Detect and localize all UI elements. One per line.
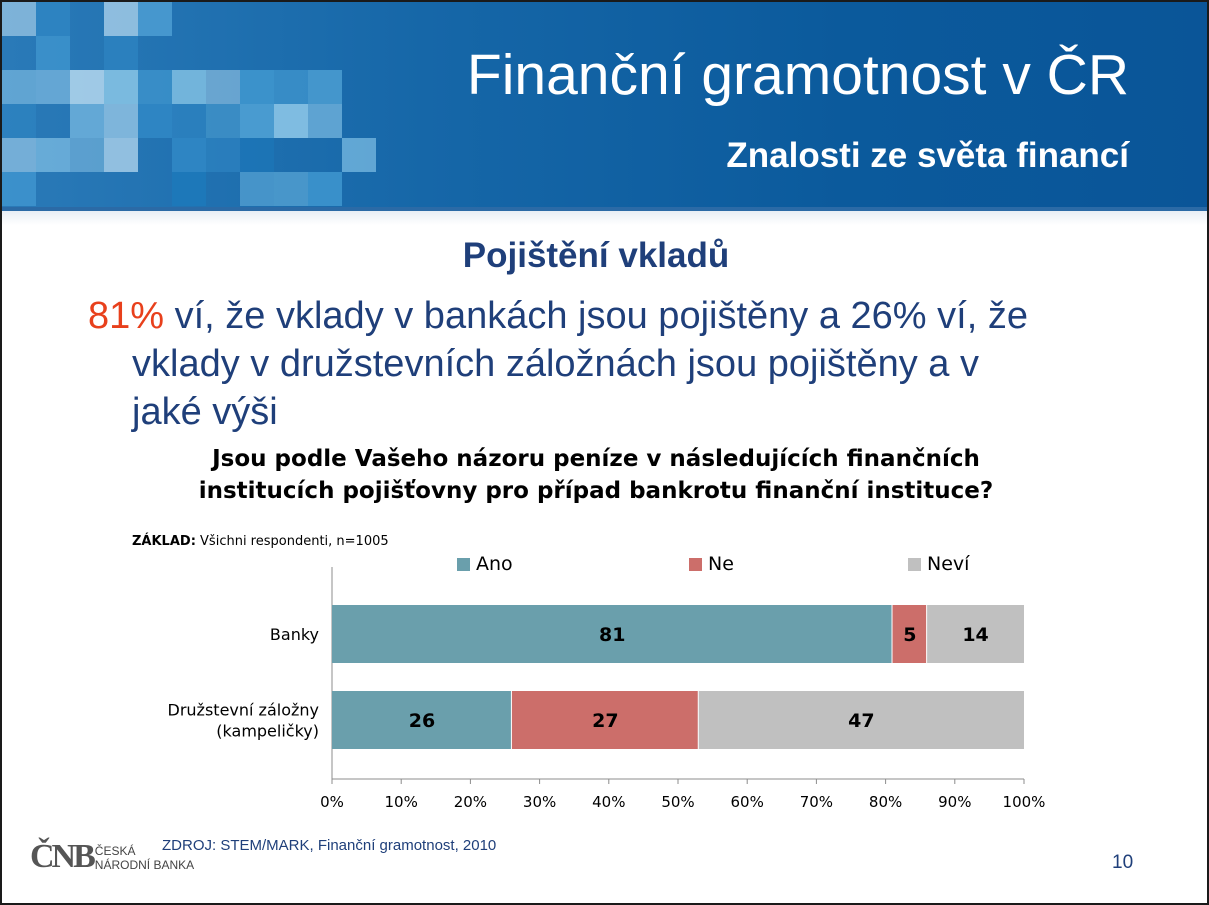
bar-segment bbox=[332, 605, 892, 663]
header-divider bbox=[2, 207, 1207, 211]
page-number: 10 bbox=[1112, 852, 1134, 873]
lead-line1: ví, že vklady v bankách jsou pojištěny a… bbox=[164, 295, 1028, 337]
slide-title: Finanční gramotnost v ČR bbox=[466, 43, 1129, 107]
bar-segment bbox=[927, 605, 1024, 663]
mosaic-tile bbox=[2, 70, 36, 104]
legend-item-nevi: Neví bbox=[908, 553, 969, 575]
header-shadow bbox=[2, 211, 1207, 225]
bar-value-label: 5 bbox=[903, 624, 916, 646]
slide-subtitle: Znalosti ze světa financí bbox=[726, 136, 1129, 175]
mosaic-tile bbox=[206, 70, 240, 104]
legend-label-nevi: Neví bbox=[927, 553, 970, 575]
bar-value-label: 81 bbox=[599, 624, 625, 646]
mosaic-tile bbox=[36, 2, 70, 36]
mosaic-tile bbox=[104, 138, 138, 172]
base-note: ZÁKLAD: Všichni respondenti, n=1005 bbox=[132, 534, 389, 549]
mosaic-tile bbox=[172, 104, 206, 138]
bar-segment bbox=[892, 605, 927, 663]
mosaic-tile bbox=[172, 138, 206, 172]
mosaic-tile bbox=[308, 172, 342, 206]
category-label: (kampeličky) bbox=[216, 722, 319, 741]
category-label: Banky bbox=[270, 625, 319, 644]
x-tick-label: 80% bbox=[869, 793, 902, 811]
survey-question-line1: Jsou podle Vašeho názoru peníze v násled… bbox=[212, 446, 980, 472]
mosaic-tile bbox=[308, 70, 342, 104]
mosaic-tile bbox=[240, 104, 274, 138]
mosaic-tile bbox=[240, 138, 274, 172]
mosaic-tile bbox=[240, 172, 274, 206]
mosaic-tile bbox=[172, 70, 206, 104]
mosaic-tile bbox=[104, 2, 138, 36]
mosaic-tile bbox=[240, 70, 274, 104]
survey-question-line2: institucích pojišťovny pro případ bankro… bbox=[198, 478, 994, 504]
x-tick-label: 70% bbox=[800, 793, 833, 811]
mosaic-tile bbox=[342, 138, 376, 172]
mosaic-tile bbox=[2, 2, 36, 36]
bar-value-label: 26 bbox=[409, 710, 435, 732]
mosaic-tile bbox=[70, 70, 104, 104]
cnb-logo: ČNB ČESKÁ NÁRODNÍ BANKA bbox=[30, 840, 194, 874]
mosaic-tile bbox=[70, 104, 104, 138]
legend-label-ano: Ano bbox=[476, 553, 513, 575]
base-label: ZÁKLAD: bbox=[132, 534, 196, 549]
lead-text: 81% ví, že vklady v bankách jsou pojiště… bbox=[88, 292, 1128, 436]
mosaic-tile bbox=[104, 70, 138, 104]
x-tick-label: 90% bbox=[938, 793, 971, 811]
bar-value-label: 47 bbox=[848, 710, 874, 732]
mosaic-tile bbox=[274, 104, 308, 138]
legend-item-ano: Ano bbox=[457, 553, 513, 575]
mosaic-tile bbox=[138, 104, 172, 138]
bar-value-label: 14 bbox=[962, 624, 988, 646]
cnb-logo-mark: ČNB bbox=[30, 838, 96, 875]
mosaic-tile bbox=[104, 36, 138, 70]
legend-swatch-ne bbox=[689, 557, 702, 571]
x-tick-label: 100% bbox=[1003, 793, 1046, 811]
section-title: Pojištění vkladů bbox=[462, 236, 730, 275]
lead-highlight: 81% bbox=[88, 295, 165, 337]
mosaic-tile bbox=[36, 138, 70, 172]
lead-line3: jaké výši bbox=[132, 391, 278, 433]
mosaic-tile bbox=[308, 104, 342, 138]
mosaic-tile bbox=[274, 70, 308, 104]
cnb-logo-line1: ČESKÁ bbox=[94, 844, 136, 858]
mosaic-tile bbox=[206, 104, 240, 138]
mosaic-tile bbox=[206, 138, 240, 172]
bar-segment bbox=[332, 691, 511, 749]
mosaic-tile bbox=[104, 104, 138, 138]
mosaic-tile bbox=[274, 172, 308, 206]
legend-swatch-ano bbox=[457, 557, 470, 571]
mosaic-tile bbox=[138, 70, 172, 104]
x-tick-label: 20% bbox=[454, 793, 487, 811]
legend-item-ne: Ne bbox=[689, 553, 734, 575]
survey-question: Jsou podle Vašeho názoru peníze v násled… bbox=[2, 443, 1190, 507]
x-tick-label: 0% bbox=[320, 793, 344, 811]
mosaic-tile bbox=[70, 138, 104, 172]
legend-label-ne: Ne bbox=[708, 553, 734, 575]
bar-segment bbox=[511, 691, 698, 749]
legend-swatch-nevi bbox=[908, 557, 921, 571]
mosaic-tile bbox=[36, 36, 70, 70]
category-label: Družstevní záložny bbox=[168, 701, 319, 720]
bar-segment bbox=[698, 691, 1024, 749]
mosaic-tile bbox=[2, 104, 36, 138]
x-tick-label: 10% bbox=[385, 793, 418, 811]
bar-value-label: 27 bbox=[592, 710, 618, 732]
source-note: ZDROJ: STEM/MARK, Finanční gramotnost, 2… bbox=[162, 837, 497, 854]
x-tick-label: 40% bbox=[592, 793, 625, 811]
cnb-logo-line2: NÁRODNÍ BANKA bbox=[94, 858, 195, 872]
mosaic-tile bbox=[172, 172, 206, 206]
cnb-logo-text: ČESKÁ NÁRODNÍ BANKA bbox=[95, 844, 194, 872]
x-tick-label: 50% bbox=[661, 793, 694, 811]
lead-line2: vklady v družstevních záložnách jsou poj… bbox=[132, 343, 979, 385]
x-tick-label: 30% bbox=[523, 793, 556, 811]
mosaic-tile bbox=[138, 2, 172, 36]
mosaic-tile bbox=[36, 70, 70, 104]
x-tick-label: 60% bbox=[731, 793, 764, 811]
mosaic-tile bbox=[2, 172, 36, 206]
base-text: Všichni respondenti, n=1005 bbox=[195, 534, 389, 549]
mosaic-tile bbox=[2, 138, 36, 172]
